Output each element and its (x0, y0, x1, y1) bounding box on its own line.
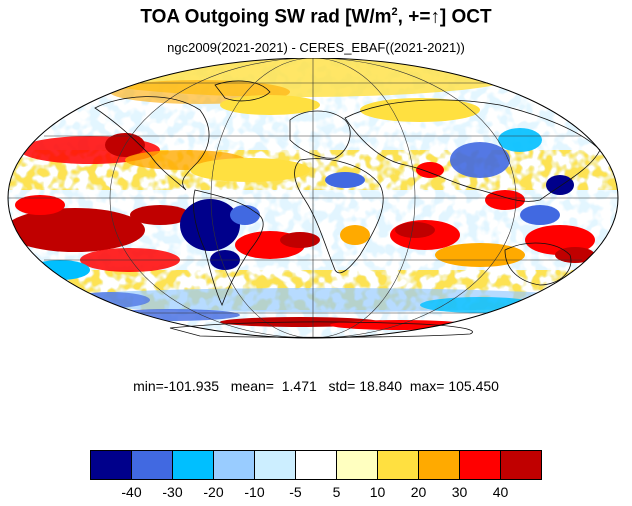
stat-std-label: std= (328, 378, 356, 394)
africa-outline (294, 158, 384, 274)
colorbar-box (336, 450, 378, 480)
colorbar-box (418, 450, 460, 480)
stat-std-value: 18.840 (359, 378, 403, 394)
colorbar-tick-label: 10 (369, 484, 386, 500)
coastlines (94, 80, 601, 338)
antarctica-outline (169, 321, 473, 338)
colorbar-box (295, 450, 337, 480)
colorbar-tick-label: -30 (162, 484, 183, 500)
stat-mean-label: mean= (230, 378, 274, 394)
map-border (7, 58, 619, 339)
colorbar-box (172, 450, 214, 480)
colorbar-tick-label: -10 (244, 484, 265, 500)
north-america-outline (94, 96, 210, 191)
colorbar-box (254, 450, 296, 480)
colorbar-tick-label: 5 (332, 484, 341, 500)
stat-mean-value: 1.471 (281, 378, 317, 394)
colorbar (90, 450, 542, 480)
australia-outline (504, 242, 572, 286)
colorbar-tick-label: -40 (121, 484, 142, 500)
stat-max-value: 105.450 (448, 378, 499, 394)
colorbar-box (377, 450, 419, 480)
colorbar-box (459, 450, 501, 480)
map-subtitle: ngc2009(2021-2021) - CERES_EBAF((2021-20… (167, 40, 465, 55)
mollweide-map (7, 58, 619, 339)
colorbar-labels: -40 -30 -20 -10 -5 5 10 20 30 40 (0, 484, 632, 502)
colorbar-box (90, 450, 132, 480)
title-superscript: 2 (391, 6, 398, 18)
asia-outline (344, 99, 601, 202)
colorbar-tick-label: -20 (203, 484, 224, 500)
title-prefix: TOA Outgoing SW rad [W/m (140, 6, 392, 28)
colorbar-tick-label: 30 (451, 484, 468, 500)
colorbar-tick-label: 20 (410, 484, 427, 500)
europe-outline (289, 110, 351, 159)
south-america-outline (193, 189, 264, 307)
colorbar-box (213, 450, 255, 480)
graticule (8, 58, 618, 339)
stat-min-label: min= (133, 378, 164, 394)
title-suffix: , +=↑] OCT (397, 6, 492, 28)
colorbar-box (500, 450, 542, 480)
statistics-line: min=-101.935 mean= 1.471 std= 18.840 max… (0, 378, 632, 394)
map-title: TOA Outgoing SW rad [W/m2, +=↑] OCT (0, 6, 632, 28)
greenland-outline (214, 80, 271, 102)
stat-max-label: max= (409, 378, 445, 394)
colorbar-box (131, 450, 173, 480)
colorbar-tick-label: -5 (289, 484, 302, 500)
stat-min-value: -101.935 (163, 378, 220, 394)
colorbar-tick-label: 40 (492, 484, 509, 500)
